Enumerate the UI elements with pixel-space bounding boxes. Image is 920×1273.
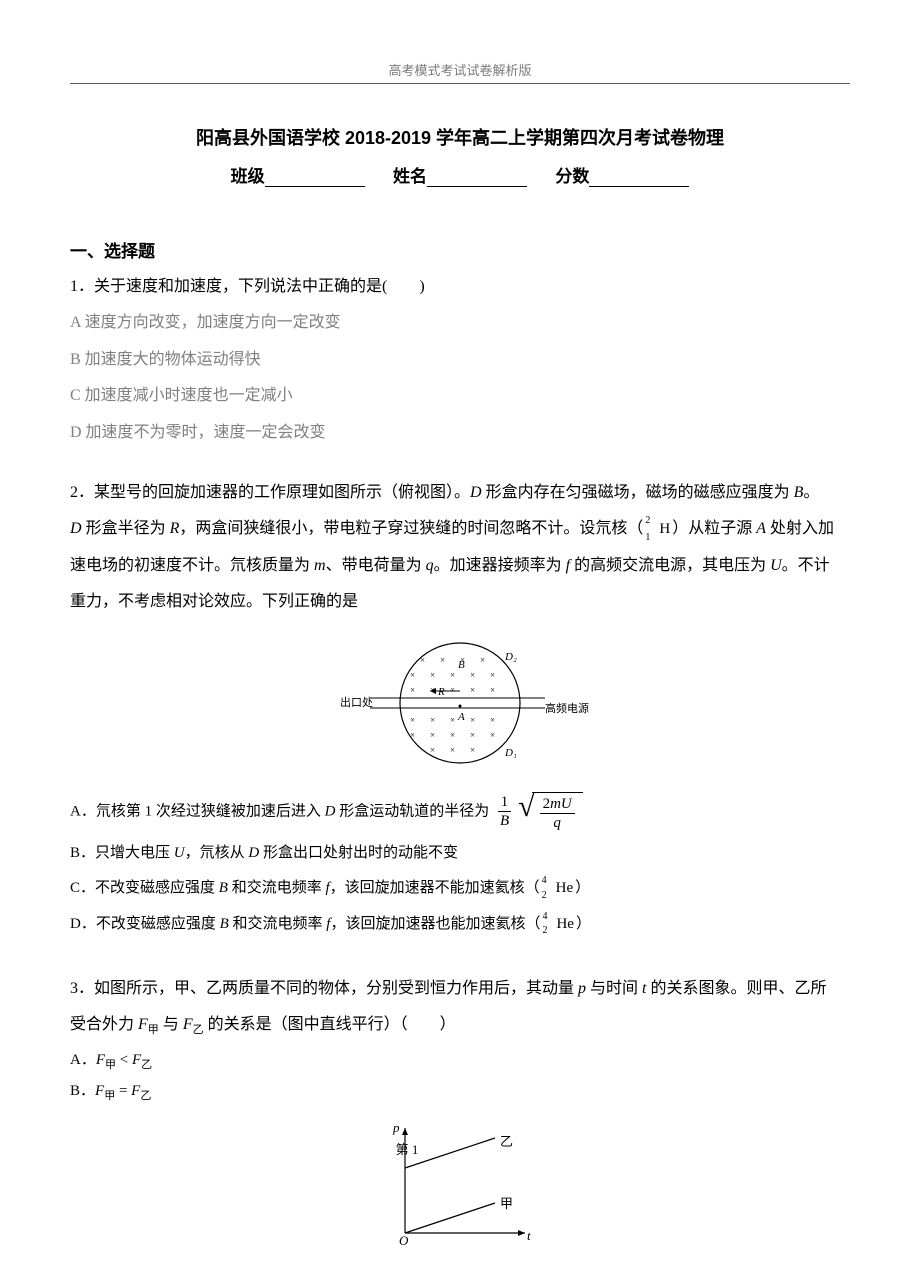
graph-line-jia: 甲 <box>500 1196 513 1211</box>
q1-B: B 加速度大的物体运动得快 <box>70 345 850 375</box>
q2-p3-d: 的高频交流电源，其电压为 <box>570 557 770 574</box>
q2-p1: 2．某型号的回旋加速器的工作原理如图所示（俯视图）。D 形盒内存在匀强磁场，磁场… <box>70 478 850 508</box>
svg-text:×: × <box>410 730 415 740</box>
score-label: 分数 <box>555 167 589 186</box>
q1: 1．关于速度和加速度，下列说法中正确的是( ) A 速度方向改变，加速度方向一定… <box>70 272 850 448</box>
diagram-A: A <box>457 711 465 723</box>
class-label: 班级 <box>231 167 265 186</box>
svg-text:×: × <box>450 685 455 695</box>
svg-text:×: × <box>430 730 435 740</box>
svg-text:×: × <box>450 670 455 680</box>
graph-origin: O <box>399 1233 409 1248</box>
q2-p3-a: 速电场的初速度不计。氘核质量为 <box>70 557 314 574</box>
cyclotron-diagram: ×××× ××××× ××××× ××××× ××××× ××× R B A D… <box>330 628 590 778</box>
svg-text:×: × <box>450 745 455 755</box>
svg-text:×: × <box>430 745 435 755</box>
q2-p2-d: 处射入加 <box>766 520 834 537</box>
svg-text:×: × <box>470 745 475 755</box>
diagram-B: B <box>458 659 465 671</box>
svg-text:×: × <box>470 715 475 725</box>
q3: 3．如图所示，甲、乙两质量不同的物体，分别受到恒力作用后，其动量 p 与时间 t… <box>70 974 850 1106</box>
fill-line: 班级 姓名 分数 <box>70 162 850 187</box>
q2-p3: 速电场的初速度不计。氘核质量为 m、带电荷量为 q。加速器接频率为 f 的高频交… <box>70 551 850 581</box>
svg-text:×: × <box>490 670 495 680</box>
class-blank <box>265 169 365 187</box>
name-blank <box>427 169 527 187</box>
svg-text:×: × <box>480 655 485 665</box>
score-blank <box>589 169 689 187</box>
svg-text:×: × <box>410 715 415 725</box>
q2-C: C．不改变磁感应强度 B 和交流电频率 f，该回旋加速器不能加速氦核（42He） <box>70 875 850 903</box>
svg-text:×: × <box>410 670 415 680</box>
svg-text:×: × <box>470 730 475 740</box>
q2-p3-e: 。不计 <box>782 557 830 574</box>
graph-x-label: t <box>527 1228 531 1243</box>
diagram-R: R <box>437 686 445 698</box>
q2-p1-a: 2．某型号的回旋加速器的工作原理如图所示（俯视图）。 <box>70 484 470 501</box>
q2-p4: 重力，不考虑相对论效应。下列正确的是 <box>70 587 850 617</box>
svg-text:×: × <box>430 670 435 680</box>
svg-text:×: × <box>470 670 475 680</box>
graph-line-yi: 乙 <box>500 1134 513 1149</box>
diagram-D1: D₁ <box>504 747 517 759</box>
q1-A: A 速度方向改变，加速度方向一定改变 <box>70 308 850 338</box>
svg-text:×: × <box>490 715 495 725</box>
header-note: 高考模式考试试卷解析版 <box>70 60 850 79</box>
q2-p3-c: 。加速器接频率为 <box>434 557 566 574</box>
graph-y-label: p <box>392 1120 400 1135</box>
q2-A-formula: 1B √2mUq <box>493 792 583 832</box>
q2-p2-c: ）从粒子源 <box>672 520 756 537</box>
q2: 2．某型号的回旋加速器的工作原理如图所示（俯视图）。D 形盒内存在匀强磁场，磁场… <box>70 478 850 939</box>
name-label: 姓名 <box>393 167 427 186</box>
q3-graph: p O t 乙 甲 <box>385 1118 535 1248</box>
svg-text:×: × <box>450 730 455 740</box>
svg-text:×: × <box>490 685 495 695</box>
svg-text:×: × <box>470 685 475 695</box>
svg-text:×: × <box>490 730 495 740</box>
svg-text:×: × <box>420 655 425 665</box>
q1-D: D 加速度不为零时，速度一定会改变 <box>70 418 850 448</box>
svg-text:×: × <box>440 655 445 665</box>
q2-p2: D 形盒半径为 R，两盒间狭缝很小，带电粒子穿过狭缝的时间忽略不计。设氘核（21… <box>70 514 850 544</box>
diagram-exit: 出口处 <box>340 695 373 709</box>
q2-p1-b: 形盒内存在匀强磁场，磁场的磁感应强度为 <box>482 484 794 501</box>
svg-text:×: × <box>410 685 415 695</box>
q2-A: A．氘核第 1 次经过狭缝被加速后进入 D 形盒运动轨道的半径为 1B √2mU… <box>70 792 850 832</box>
q2-p2-a: 形盒半径为 <box>82 520 170 537</box>
diagram-power: 高频电源 <box>545 701 589 715</box>
diagram-D2: D₂ <box>504 651 517 663</box>
q1-C: C 加速度减小时速度也一定减小 <box>70 381 850 411</box>
header-line <box>70 83 850 84</box>
q2-p2-b: ，两盒间狭缝很小，带电粒子穿过狭缝的时间忽略不计。设氘核（ <box>179 520 643 537</box>
isotope-H: 21H <box>645 514 670 544</box>
q1-stem: 1．关于速度和加速度，下列说法中正确的是( ) <box>70 272 850 302</box>
isotope-He-2: 42He <box>542 911 574 939</box>
exam-title: 阳高县外国语学校 2018-2019 学年高二上学期第四次月考试卷物理 <box>70 124 850 150</box>
q3-stem1: 3．如图所示，甲、乙两质量不同的物体，分别受到恒力作用后，其动量 p 与时间 t… <box>70 974 850 1004</box>
q3-B: B．F甲 = F乙 <box>70 1078 850 1106</box>
q2-p1-c: 。 <box>803 484 819 501</box>
section-title: 一、选择题 <box>70 237 850 262</box>
svg-text:×: × <box>450 715 455 725</box>
q2-D: D．不改变磁感应强度 B 和交流电频率 f，该回旋加速器也能加速氦核（42He） <box>70 911 850 939</box>
q3-A: A．F甲 < F乙 <box>70 1047 850 1075</box>
q3-stem2: 受合外力 F甲 与 F乙 的关系是（图中直线平行）（ ） <box>70 1010 850 1041</box>
isotope-He-1: 42He <box>542 875 574 903</box>
q2-p3-b: 、带电荷量为 <box>326 557 426 574</box>
svg-text:×: × <box>430 715 435 725</box>
q2-B: B．只增大电压 U，氘核从 D 形盒出口处射出时的动能不变 <box>70 840 850 868</box>
